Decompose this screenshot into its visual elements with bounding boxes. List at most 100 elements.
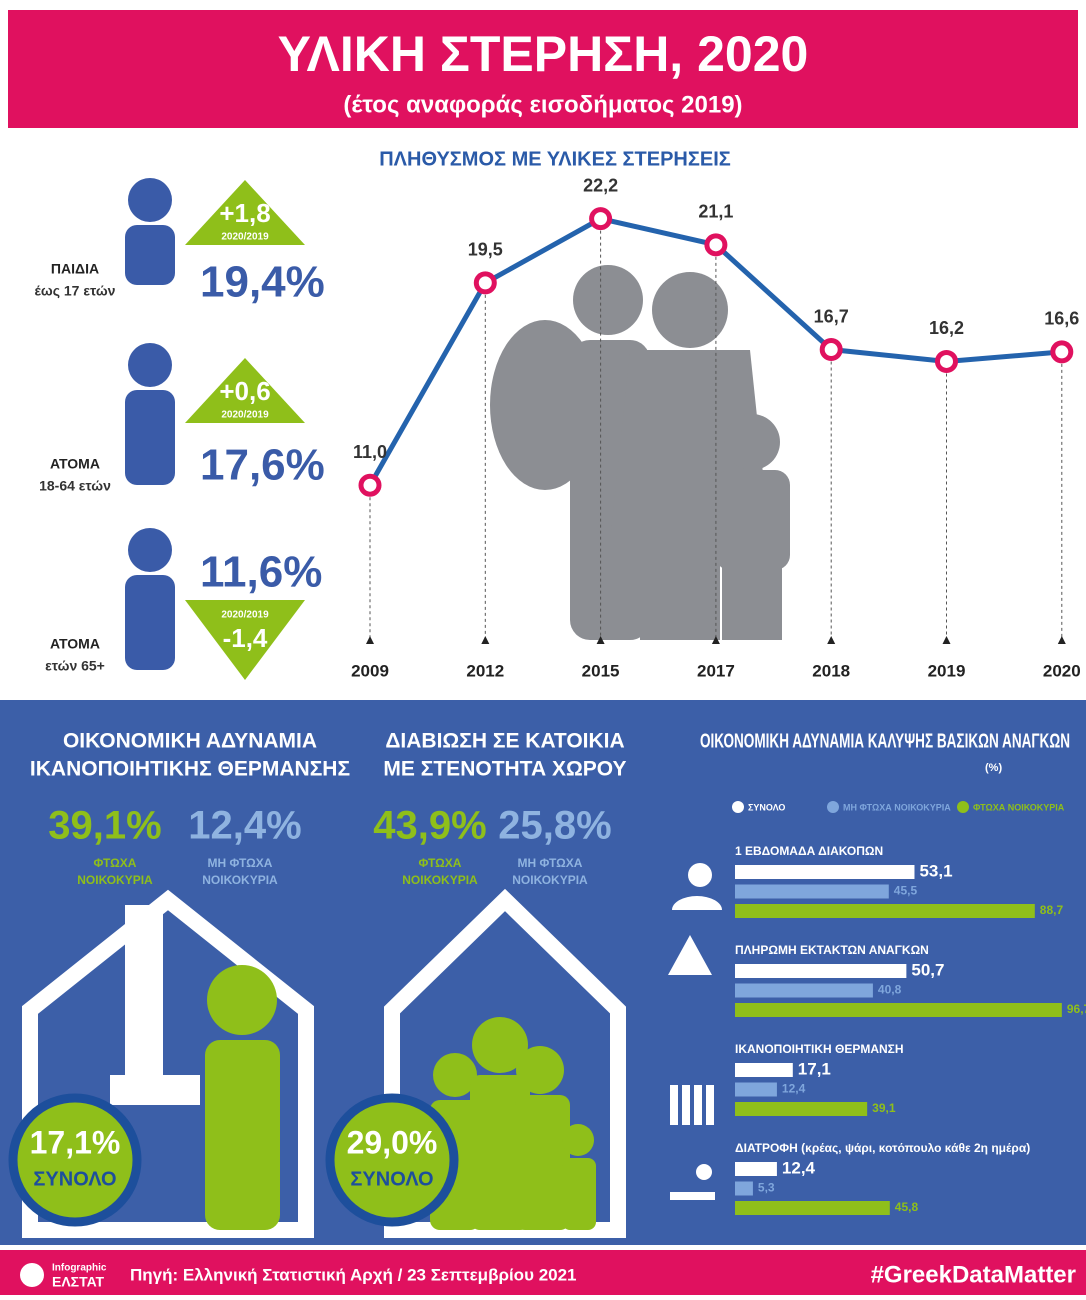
- bar: [735, 885, 889, 899]
- change-value: +0,6: [219, 376, 270, 406]
- logo: [20, 1263, 44, 1287]
- x-tick-label: 2019: [928, 661, 966, 680]
- marker: [592, 210, 610, 228]
- value-label: 16,2: [929, 318, 964, 338]
- group-value: 19,4%: [200, 258, 325, 307]
- person-head: [128, 343, 172, 387]
- stove: [125, 905, 163, 1075]
- person-head: [128, 178, 172, 222]
- value-label: 19,5: [468, 240, 503, 260]
- bar: [735, 865, 914, 879]
- group-label: ΑΤΟΜΑ: [50, 636, 100, 652]
- x-tick-label: 2017: [697, 661, 735, 680]
- bar: [735, 1201, 890, 1215]
- value-label: 16,6: [1044, 309, 1079, 329]
- person-body: [125, 225, 175, 285]
- value-label: 45,5: [894, 884, 918, 898]
- brand: ΕΛΣΤΑΤ: [52, 1274, 105, 1290]
- stove: [110, 1075, 200, 1105]
- chart-unit: (%): [985, 762, 1002, 774]
- total-label: ΣΥΝΟΛΟ: [350, 1168, 433, 1190]
- nonpoor-label: ΝΟΙΚΟΚΥΡΙΑ: [202, 873, 278, 887]
- value-label: 96,7: [1067, 1002, 1086, 1016]
- bar: [735, 1083, 777, 1097]
- nonpoor-label: ΜΗ ΦΤΩΧΑ: [518, 856, 583, 870]
- person-icon: [205, 965, 280, 1230]
- person-body: [125, 575, 175, 670]
- bar: [735, 984, 873, 998]
- legend-dot: [827, 801, 839, 813]
- value-label: 53,1: [919, 861, 952, 880]
- marker: [1053, 343, 1071, 361]
- bar: [735, 1063, 793, 1077]
- marker: [476, 274, 494, 292]
- category-label: ΠΛΗΡΩΜΗ ΕΚΤΑΚΤΩΝ ΑΝΑΓΚΩΝ: [735, 943, 929, 957]
- legend-label: ΜΗ ΦΤΩΧΑ ΝΟΙΚΟΚΥΡΙΑ: [843, 802, 951, 812]
- category-label: ΔΙΑΤΡΟΦΗ (κρέας, ψάρι, κοτόπουλο κάθε 2η…: [735, 1141, 1030, 1155]
- value-label: 88,7: [1040, 903, 1064, 917]
- group-label: ΠΑΙΔΙΑ: [51, 261, 99, 277]
- change-value: +1,8: [219, 198, 270, 228]
- total-value: 29,0%: [347, 1124, 438, 1160]
- bar: [735, 964, 906, 978]
- panel-title: ΙΚΑΝΟΠΟΙΗΤΙΚΗΣ ΘΕΡΜΑΝΣΗΣ: [30, 758, 350, 781]
- hashtag: #GreekDataMatter: [871, 1261, 1076, 1288]
- x-tick-label: 2015: [582, 661, 620, 680]
- bar: [735, 1102, 867, 1116]
- value-label: 16,7: [814, 306, 849, 326]
- group-sub: 18-64 ετών: [39, 478, 111, 494]
- group-sub: έως 17 ετών: [35, 283, 116, 299]
- x-tick-label: 2020: [1043, 661, 1081, 680]
- marker: [361, 476, 379, 494]
- nonpoor-label: ΜΗ ΦΤΩΧΑ: [208, 856, 273, 870]
- bar: [735, 904, 1035, 918]
- subtitle: (έτος αναφοράς εισοδήματος 2019): [343, 91, 742, 118]
- legend-label: ΦΤΩΧΑ ΝΟΙΚΟΚΥΡΙΑ: [973, 802, 1065, 812]
- change-period: 2020/2019: [221, 232, 269, 243]
- poor-value: 39,1%: [48, 804, 161, 848]
- group-value: 17,6%: [200, 441, 325, 490]
- change-period: 2020/2019: [221, 610, 269, 621]
- value-label: 39,1: [872, 1101, 896, 1115]
- value-label: 12,4: [782, 1158, 816, 1177]
- bar: [735, 1182, 753, 1196]
- panel-title: ΜΕ ΣΤΕΝΟΤΗΤΑ ΧΩΡΟΥ: [383, 758, 626, 781]
- poor-label: ΦΤΩΧΑ: [94, 856, 137, 870]
- x-tick-label: 2009: [351, 661, 389, 680]
- group-label: ΑΤΟΜΑ: [50, 456, 100, 472]
- person-head: [128, 528, 172, 572]
- value-label: 17,1: [798, 1059, 831, 1078]
- chart-title: ΠΛΗΘΥΣΜΟΣ ΜΕ ΥΛΙΚΕΣ ΣΤΕΡΗΣΕΙΣ: [379, 148, 731, 170]
- legend-dot: [957, 801, 969, 813]
- legend-label: ΣΥΝΟΛΟ: [748, 802, 785, 812]
- title: ΥΛΙΚΗ ΣΤΕΡΗΣΗ, 2020: [278, 26, 809, 82]
- legend-dot: [732, 801, 744, 813]
- change-period: 2020/2019: [221, 410, 269, 421]
- change-value: -1,4: [223, 623, 268, 653]
- poor-label: ΦΤΩΧΑ: [419, 856, 462, 870]
- poor-label: ΝΟΙΚΟΚΥΡΙΑ: [402, 873, 478, 887]
- person-body: [125, 390, 175, 485]
- value-label: 45,8: [895, 1200, 919, 1214]
- nonpoor-label: ΝΟΙΚΟΚΥΡΙΑ: [512, 873, 588, 887]
- value-label: 22,2: [583, 175, 618, 195]
- total-value: 17,1%: [30, 1124, 121, 1160]
- value-label: 11,0: [353, 442, 387, 462]
- chart-title: ΟΙΚΟΝΟΜΙΚΗ ΑΔΥΝΑΜΙΑ ΚΑΛΥΨΗΣ ΒΑΣΙΚΩΝ ΑΝΑΓ…: [700, 730, 1070, 752]
- page: ΥΛΙΚΗ ΣΤΕΡΗΣΗ, 2020 (έτος αναφοράς εισοδ…: [0, 0, 1086, 1295]
- panel-title: ΔΙΑΒΙΩΣΗ ΣΕ ΚΑΤΟΙΚΙΑ: [385, 730, 624, 753]
- brand-top: Infographic: [52, 1263, 107, 1274]
- bar: [735, 1003, 1062, 1017]
- infographic: ΥΛΙΚΗ ΣΤΕΡΗΣΗ, 2020 (έτος αναφοράς εισοδ…: [0, 0, 1086, 1295]
- source: Πηγή: Ελληνική Στατιστική Αρχή / 23 Σεπτ…: [130, 1265, 577, 1284]
- group-value: 11,6%: [200, 548, 322, 597]
- value-label: 21,1: [698, 202, 733, 222]
- total-label: ΣΥΝΟΛΟ: [33, 1168, 116, 1190]
- value-label: 50,7: [911, 960, 944, 979]
- x-tick-label: 2018: [812, 661, 850, 680]
- nonpoor-value: 12,4%: [188, 804, 301, 848]
- group-sub: ετών 65+: [45, 658, 105, 674]
- marker: [938, 352, 956, 370]
- bar: [735, 1162, 777, 1176]
- marker: [822, 341, 840, 359]
